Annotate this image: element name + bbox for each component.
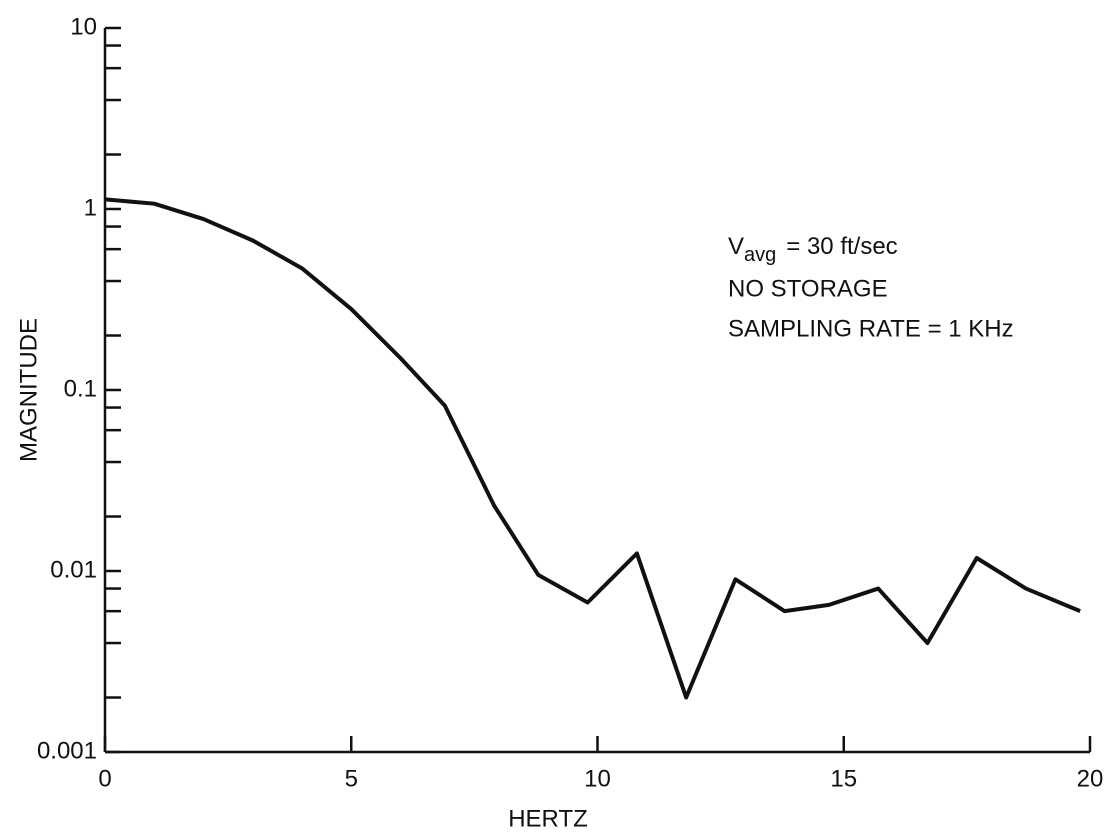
annotation: SAMPLING RATE = 1 KHz: [728, 315, 1014, 342]
x-tick-label: 5: [345, 765, 358, 792]
y-axis-label: MAGNITUDE: [15, 318, 42, 462]
data-line: [104, 197, 1081, 700]
annotation: NO STORAGE: [728, 275, 888, 302]
x-tick-label: 15: [830, 765, 857, 792]
x-tick-label: 10: [584, 765, 611, 792]
y-tick-label: 0.001: [37, 737, 97, 764]
x-tick-label: 0: [98, 765, 111, 792]
y-tick-label: 1: [84, 194, 97, 221]
annotation: Vavg = 30 ft/sec: [728, 233, 898, 266]
x-tick-label: 20: [1077, 765, 1104, 792]
x-axis-label: HERTZ: [508, 805, 588, 832]
y-tick-label: 10: [70, 13, 97, 40]
y-tick-label: 0.1: [64, 375, 97, 402]
y-tick-label: 0.01: [50, 556, 97, 583]
